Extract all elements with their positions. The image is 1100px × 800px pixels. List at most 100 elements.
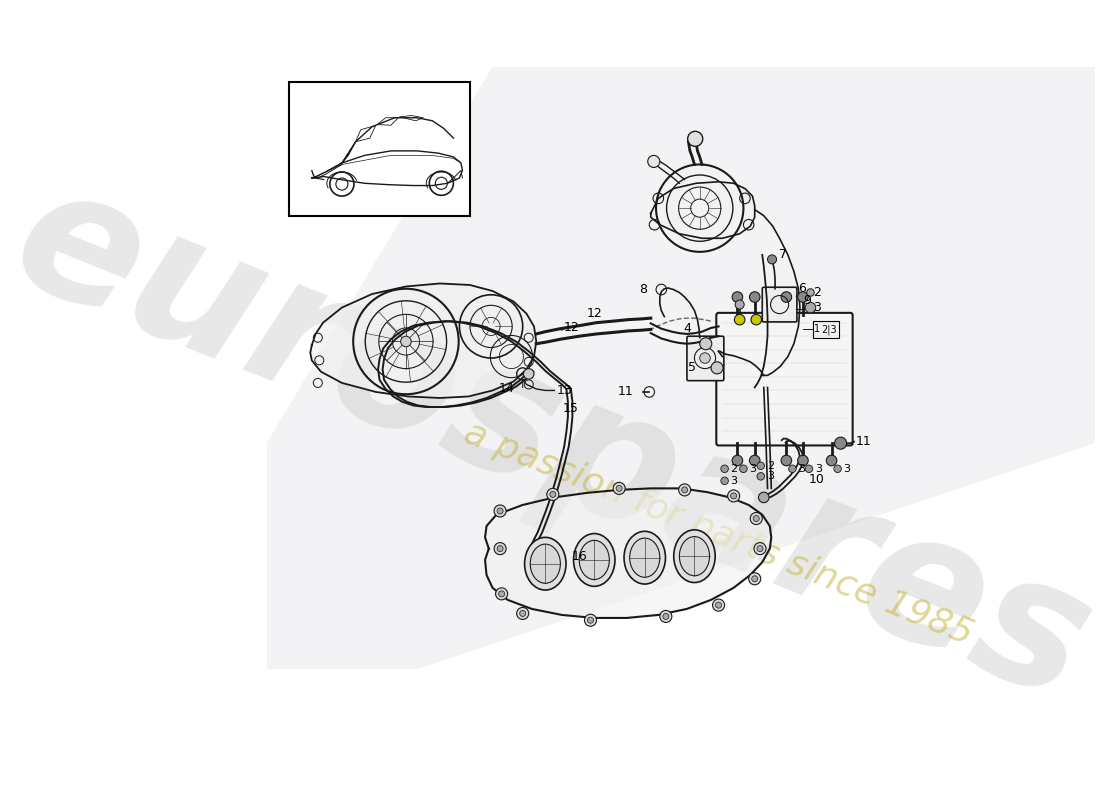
Circle shape bbox=[727, 490, 739, 502]
Circle shape bbox=[751, 576, 758, 582]
Circle shape bbox=[733, 455, 742, 466]
Ellipse shape bbox=[680, 537, 710, 576]
Circle shape bbox=[735, 300, 745, 309]
Circle shape bbox=[751, 314, 761, 325]
Circle shape bbox=[616, 486, 623, 491]
Circle shape bbox=[806, 289, 814, 296]
Polygon shape bbox=[266, 66, 1096, 669]
Circle shape bbox=[494, 505, 506, 517]
Circle shape bbox=[527, 550, 536, 559]
Ellipse shape bbox=[530, 544, 560, 583]
Circle shape bbox=[519, 610, 526, 617]
Text: 13: 13 bbox=[557, 384, 572, 397]
Circle shape bbox=[524, 369, 534, 379]
Text: 3: 3 bbox=[814, 301, 822, 314]
Circle shape bbox=[826, 455, 837, 466]
Circle shape bbox=[834, 465, 842, 473]
Circle shape bbox=[663, 614, 669, 619]
Bar bbox=[289, 82, 470, 216]
Circle shape bbox=[648, 155, 660, 167]
Circle shape bbox=[713, 599, 725, 611]
Ellipse shape bbox=[624, 531, 666, 584]
Circle shape bbox=[749, 292, 760, 302]
Circle shape bbox=[798, 455, 808, 466]
Circle shape bbox=[750, 513, 762, 525]
Circle shape bbox=[730, 493, 737, 499]
Circle shape bbox=[754, 515, 759, 522]
Circle shape bbox=[805, 465, 813, 473]
Circle shape bbox=[584, 614, 596, 626]
Circle shape bbox=[494, 542, 506, 554]
Circle shape bbox=[497, 508, 503, 514]
Text: 3: 3 bbox=[844, 464, 850, 474]
Circle shape bbox=[757, 462, 764, 470]
Circle shape bbox=[759, 492, 769, 502]
Circle shape bbox=[733, 292, 742, 302]
Text: 6: 6 bbox=[798, 282, 805, 295]
Circle shape bbox=[789, 465, 796, 473]
Text: 12: 12 bbox=[586, 307, 603, 320]
Text: 5: 5 bbox=[688, 362, 696, 374]
Circle shape bbox=[781, 455, 792, 466]
Text: 15: 15 bbox=[562, 402, 579, 415]
Circle shape bbox=[757, 546, 763, 552]
Circle shape bbox=[613, 482, 625, 494]
Circle shape bbox=[688, 131, 703, 146]
FancyBboxPatch shape bbox=[686, 336, 724, 381]
Text: 3: 3 bbox=[730, 476, 738, 486]
Text: 1: 1 bbox=[814, 325, 820, 334]
Text: 3: 3 bbox=[815, 464, 822, 474]
Bar bbox=[813, 321, 839, 338]
FancyBboxPatch shape bbox=[716, 313, 852, 446]
Ellipse shape bbox=[673, 530, 715, 582]
Ellipse shape bbox=[629, 538, 660, 578]
Circle shape bbox=[587, 617, 594, 623]
Text: 2: 2 bbox=[814, 286, 822, 299]
Ellipse shape bbox=[525, 538, 566, 590]
Circle shape bbox=[497, 546, 503, 552]
Circle shape bbox=[679, 484, 691, 496]
Circle shape bbox=[798, 292, 808, 302]
Text: 11: 11 bbox=[856, 435, 871, 448]
Text: 2: 2 bbox=[730, 464, 738, 474]
Circle shape bbox=[547, 488, 559, 501]
Circle shape bbox=[400, 336, 411, 346]
Circle shape bbox=[496, 588, 507, 600]
Circle shape bbox=[735, 314, 745, 325]
Text: 9: 9 bbox=[803, 294, 811, 306]
Text: eurospares: eurospares bbox=[0, 148, 1100, 738]
Circle shape bbox=[682, 487, 688, 493]
Polygon shape bbox=[485, 488, 771, 618]
Circle shape bbox=[700, 353, 711, 363]
Circle shape bbox=[739, 465, 747, 473]
Circle shape bbox=[711, 362, 723, 374]
Circle shape bbox=[660, 610, 672, 622]
Circle shape bbox=[781, 292, 792, 302]
Polygon shape bbox=[651, 182, 755, 238]
Text: a passion for parts since 1985: a passion for parts since 1985 bbox=[459, 415, 978, 651]
Circle shape bbox=[749, 573, 761, 585]
FancyBboxPatch shape bbox=[762, 287, 796, 322]
Polygon shape bbox=[310, 283, 537, 398]
Text: 3: 3 bbox=[767, 471, 773, 482]
Text: 3: 3 bbox=[799, 464, 805, 474]
Circle shape bbox=[498, 591, 505, 597]
Circle shape bbox=[835, 437, 847, 450]
Ellipse shape bbox=[573, 534, 615, 586]
Circle shape bbox=[720, 465, 728, 473]
Circle shape bbox=[754, 542, 766, 554]
Text: 14: 14 bbox=[498, 382, 515, 395]
Circle shape bbox=[716, 602, 722, 608]
Text: 3: 3 bbox=[749, 464, 757, 474]
Text: 12: 12 bbox=[564, 321, 580, 334]
Text: 10: 10 bbox=[808, 473, 825, 486]
Text: 16: 16 bbox=[572, 550, 587, 562]
Text: 8: 8 bbox=[639, 283, 647, 296]
Circle shape bbox=[517, 607, 529, 619]
Circle shape bbox=[749, 455, 760, 466]
Circle shape bbox=[805, 302, 816, 313]
Text: 4: 4 bbox=[683, 322, 691, 335]
Circle shape bbox=[550, 491, 556, 498]
Text: 7: 7 bbox=[779, 248, 786, 262]
Ellipse shape bbox=[580, 540, 609, 579]
